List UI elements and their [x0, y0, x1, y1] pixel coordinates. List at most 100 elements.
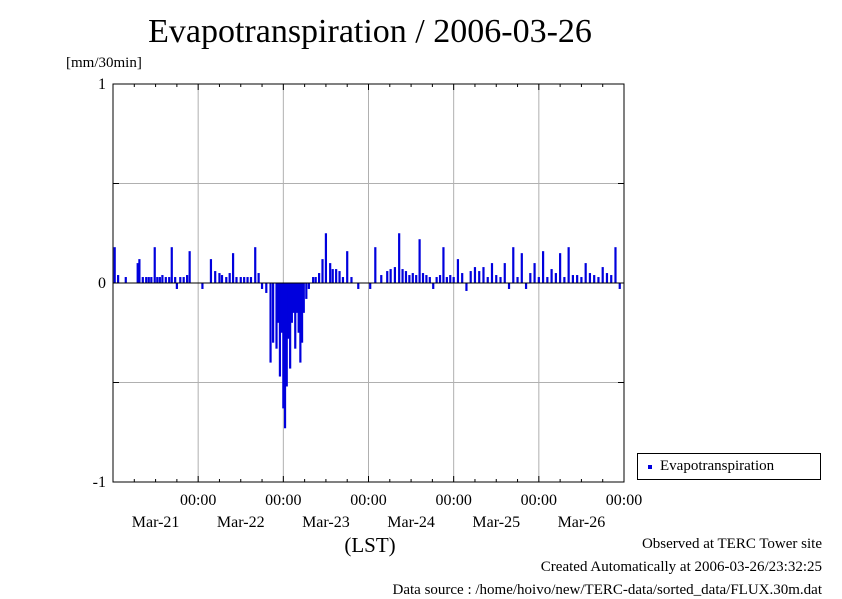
data-bar [389, 269, 392, 283]
data-bar [147, 277, 150, 283]
data-bar [287, 283, 290, 339]
data-bar [285, 283, 288, 387]
data-bar [302, 283, 305, 313]
data-bar [124, 277, 127, 283]
data-bar [231, 253, 235, 283]
data-bar [554, 273, 557, 283]
data-bar [338, 271, 341, 283]
x-tick-time-label: 00:00 [265, 492, 301, 509]
legend-label: Evapotranspiration [660, 458, 775, 474]
x-axis-label: (LST) [344, 533, 396, 557]
data-bar [275, 283, 278, 349]
x-tick-date-label: Mar-23 [302, 514, 350, 531]
data-bar [280, 283, 283, 333]
data-bar [290, 283, 293, 323]
data-bar [249, 277, 253, 283]
data-bar [386, 271, 389, 283]
data-bar [239, 277, 242, 283]
data-bar [158, 277, 161, 283]
data-bar [374, 247, 377, 283]
data-bar [307, 283, 310, 289]
data-bar [138, 259, 141, 283]
data-bar [550, 269, 553, 283]
y-tick-label: 1 [98, 76, 106, 93]
x-tick-date-label: Mar-21 [132, 514, 180, 531]
data-bar [214, 271, 217, 283]
legend-swatch [648, 465, 652, 469]
data-bar [220, 275, 224, 283]
data-bar [153, 247, 156, 283]
data-bar [170, 247, 173, 283]
data-bar [601, 267, 604, 283]
data-bar [499, 277, 502, 283]
data-bar [571, 275, 574, 283]
data-bar [168, 277, 171, 283]
data-bar [411, 273, 414, 283]
data-bar [283, 283, 287, 429]
data-bar [537, 277, 540, 283]
data-bar [331, 269, 334, 283]
data-bar [161, 275, 164, 283]
data-bar [145, 277, 148, 283]
data-bar [182, 277, 185, 283]
data-bar [201, 283, 204, 289]
chart-title: Evapotranspiration / 2006-03-26 [148, 13, 592, 50]
data-bar [277, 283, 280, 323]
x-tick-date-label: Mar-25 [472, 514, 520, 531]
tick-labels-layer: 10-100:00Mar-2100:00Mar-2200:00Mar-2300:… [93, 76, 643, 531]
data-bar [618, 283, 621, 289]
data-bar [329, 263, 332, 283]
data-bar [512, 247, 515, 283]
y-tick-label: 0 [98, 275, 106, 292]
x-tick-time-label: 00:00 [606, 492, 642, 509]
data-bar [136, 263, 139, 283]
data-bar [269, 283, 272, 363]
data-bar [292, 283, 295, 313]
data-bar [482, 267, 485, 283]
x-tick-time-label: 00:00 [350, 492, 386, 509]
data-bar [393, 267, 397, 283]
data-bar [246, 277, 249, 283]
y-tick-label: -1 [93, 474, 106, 491]
data-bar [469, 271, 472, 283]
data-bar [335, 269, 338, 283]
data-bar [588, 273, 592, 283]
data-bar [295, 283, 299, 313]
data-bar [324, 233, 328, 283]
data-bar [435, 277, 438, 283]
data-bar [243, 277, 246, 283]
data-bar [438, 275, 442, 283]
data-bar [567, 247, 570, 283]
data-bar [113, 247, 116, 283]
created-note: Created Automatically at 2006-03-26/23:3… [540, 559, 822, 575]
data-bar [478, 271, 481, 283]
data-bar [593, 275, 596, 283]
data-bar [254, 247, 257, 283]
data-bar [300, 283, 304, 343]
data-bar [346, 251, 349, 283]
data-bar [299, 283, 302, 363]
data-bar [312, 277, 315, 283]
x-tick-date-label: Mar-22 [217, 514, 265, 531]
data-bar [452, 277, 455, 283]
x-tick-time-label: 00:00 [180, 492, 216, 509]
data-bar [473, 267, 477, 283]
data-bar [297, 283, 300, 333]
data-bar [341, 277, 345, 283]
bars-layer [113, 233, 621, 429]
data-bar [369, 283, 372, 289]
data-bar [605, 273, 609, 283]
x-tick-time-label: 00:00 [521, 492, 557, 509]
data-bar [150, 277, 153, 283]
data-bar [415, 275, 418, 283]
data-bar [260, 283, 264, 289]
data-bar [533, 263, 536, 283]
y-axis-label: [mm/30min] [66, 55, 142, 71]
data-bar [486, 277, 489, 283]
data-bar [350, 277, 353, 283]
data-bar [576, 275, 579, 283]
data-bar [503, 263, 506, 283]
x-tick-date-label: Mar-24 [387, 514, 435, 531]
data-bar [404, 271, 408, 283]
